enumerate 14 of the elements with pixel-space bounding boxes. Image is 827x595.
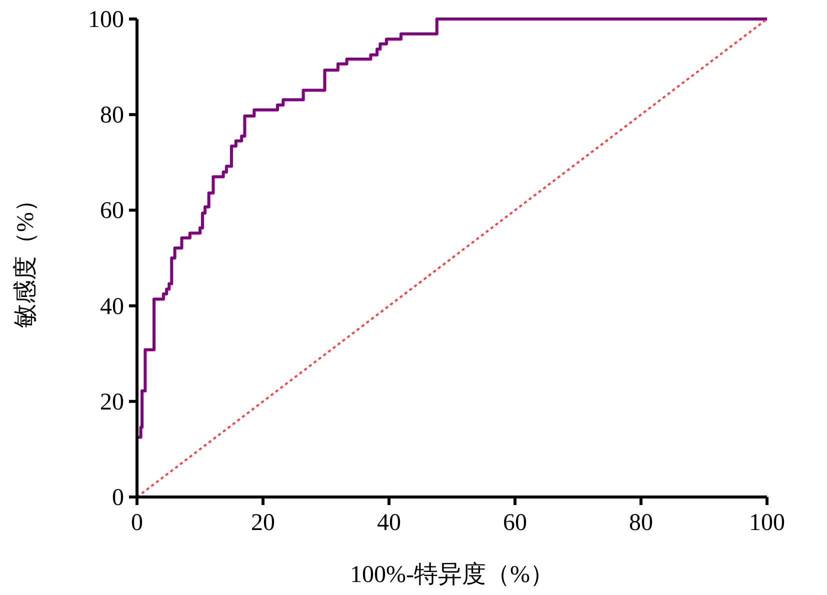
x-tick-label: 80 — [629, 510, 653, 536]
y-tick-label: 0 — [112, 485, 124, 511]
x-tick-label: 100 — [749, 510, 785, 536]
y-tick-label: 40 — [100, 294, 124, 320]
x-tick-label: 0 — [131, 510, 143, 536]
y-tick-label: 100 — [88, 7, 124, 33]
x-axis-title: 100%-特异度（%） — [350, 561, 554, 588]
y-tick-label: 20 — [100, 389, 124, 416]
x-tick-label: 20 — [251, 510, 275, 536]
y-tick-label: 80 — [100, 102, 124, 129]
x-tick-label: 60 — [503, 510, 527, 536]
y-tick-label: 60 — [100, 198, 124, 224]
y-axis-title: 敏感度（%） — [12, 188, 39, 328]
x-tick-label: 40 — [377, 510, 401, 536]
